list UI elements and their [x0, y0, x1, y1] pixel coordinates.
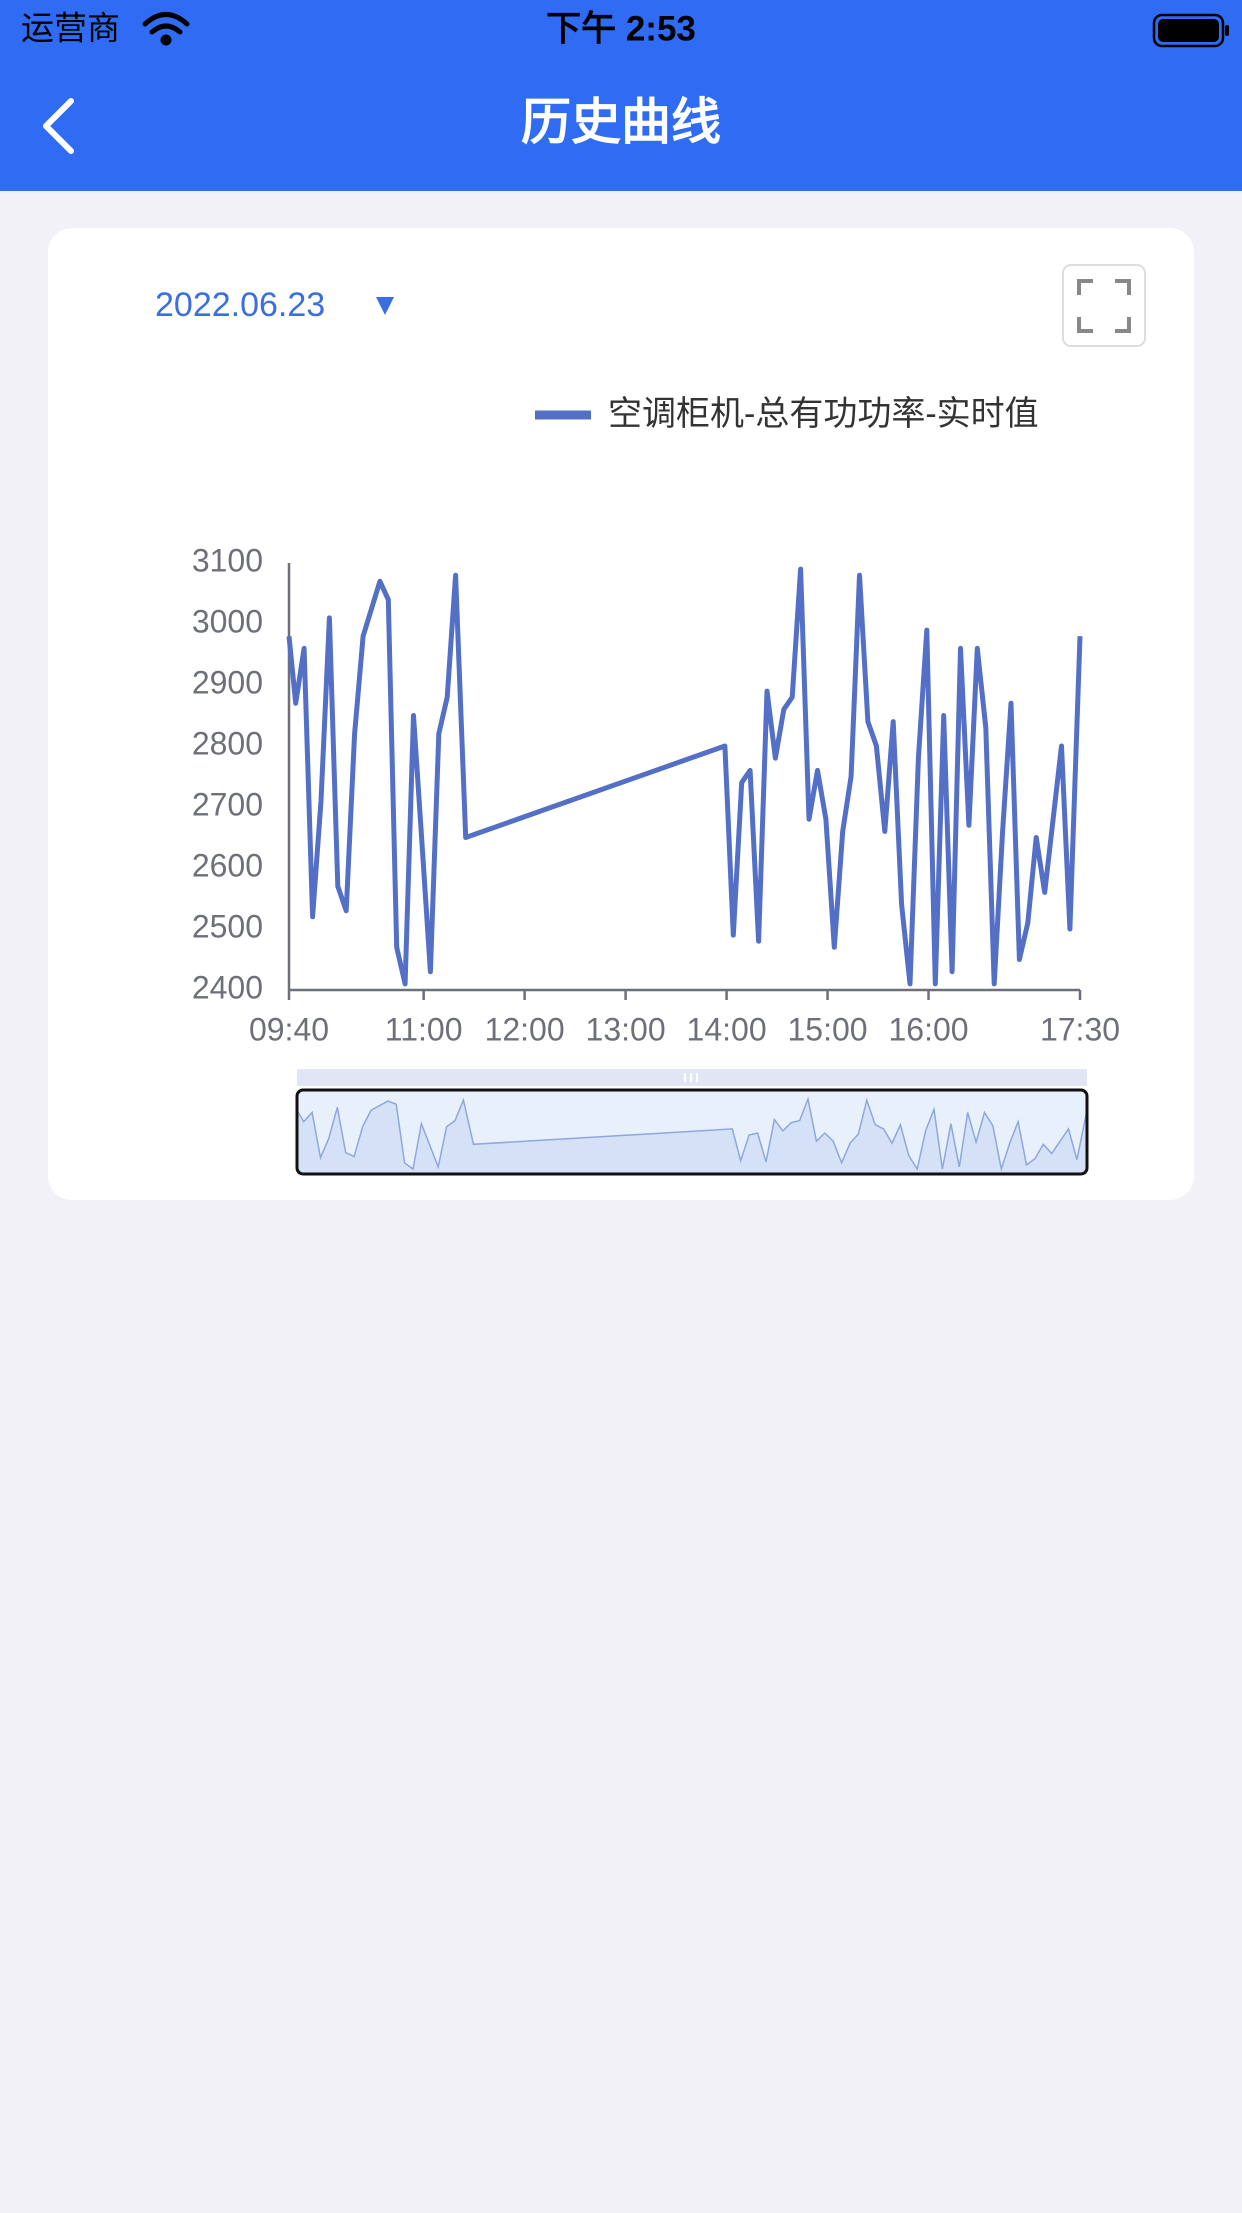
legend-label: 空调柜机-总有功功率-实时值 — [608, 395, 1039, 433]
zoom-frame[interactable] — [295, 1088, 1089, 1176]
x-tick-label: 11:00 — [385, 1011, 463, 1047]
x-tick-label: 16:00 — [888, 1011, 968, 1047]
fullscreen-button[interactable] — [1062, 264, 1146, 347]
x-tick-label: 13:00 — [586, 1011, 666, 1047]
x-tick-label: 12:00 — [485, 1011, 565, 1047]
carrier: 运营商 — [21, 10, 120, 47]
y-tick-label: 3000 — [192, 603, 263, 639]
page-title: 历史曲线 — [521, 94, 721, 150]
y-tick-label: 2500 — [192, 908, 263, 944]
zoom-preview-area — [297, 1099, 1087, 1174]
y-tick-label: 2700 — [192, 786, 263, 822]
date-label[interactable]: 2022.06.23 — [155, 286, 325, 324]
y-tick-label: 2800 — [192, 725, 263, 761]
zoom-preview-line — [296, 1096, 1088, 1172]
x-tick-label: 09:40 — [249, 1011, 329, 1047]
series-line — [286, 566, 1083, 987]
y-tick-label: 2600 — [192, 847, 263, 883]
back-button[interactable] — [43, 98, 74, 154]
x-tick-label: 17:30 — [1040, 1011, 1120, 1047]
clock: 下午 2:53 — [546, 9, 696, 48]
chart-card — [48, 228, 1194, 1200]
date-picker[interactable]: 2022.06.23 — [155, 286, 394, 324]
y-tick-label: 2400 — [192, 969, 263, 1005]
y-tick-label: 3100 — [192, 542, 263, 578]
dropdown-arrow[interactable] — [376, 297, 394, 315]
header-bar — [0, 0, 1242, 191]
x-tick-label: 14:00 — [687, 1011, 767, 1047]
y-tick-label: 2900 — [192, 664, 263, 700]
wifi-icon — [142, 12, 190, 46]
battery-icon — [1152, 13, 1229, 48]
x-tick-label: 15:00 — [788, 1011, 868, 1047]
